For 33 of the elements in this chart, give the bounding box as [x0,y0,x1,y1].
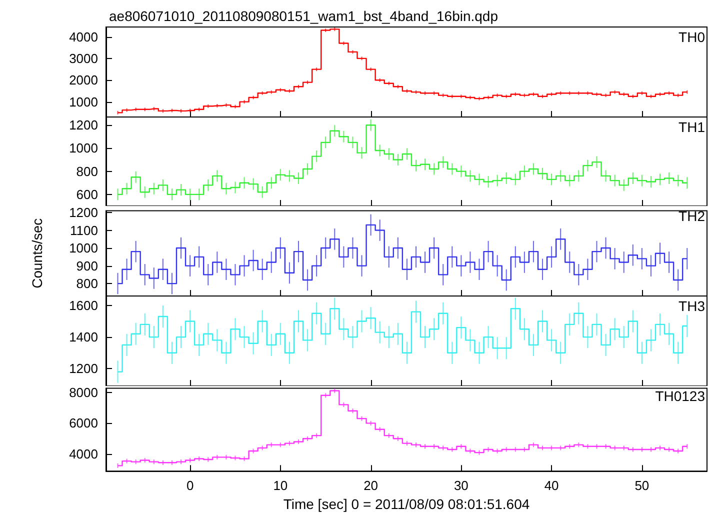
x-tick-label: 20 [364,478,378,494]
y-tick-label: 900 [76,258,98,274]
series-label: TH3 [678,298,706,314]
y-axis-title: Counts/sec [29,218,45,288]
y-tick-label: 1200 [69,361,98,376]
text: TH2 [678,208,706,224]
y-tick-label: 1100 [70,222,98,238]
y-tick-label: 1000 [69,140,98,156]
y-tick-label: 1200 [69,205,98,220]
y-tick-label: 800 [76,164,98,179]
chart-title: ae806071010_20110809080151_wam1_bst_4band_16bin.qdp [109,8,498,24]
text: TH0123 [655,388,706,404]
x-tick-label: 40 [544,478,559,494]
text: TH0 [678,29,706,45]
y-tick-label: 1000 [69,94,98,110]
text: TH1 [678,119,706,135]
x-tick-label: 10 [273,478,288,494]
y-tick-label: 600 [76,186,98,202]
y-tick-label: 3000 [69,50,98,66]
y-tick-label: 4000 [69,29,98,44]
y-tick-label: 6000 [69,416,98,431]
y-tick-label: 800 [76,276,98,292]
x-tick-label: 0 [186,478,194,494]
y-tick-label: 8000 [69,384,98,400]
y-tick-label: 4000 [69,446,98,462]
y-tick-label: 1200 [69,118,98,133]
x-axis-title: Time [sec] 0 = 2011/08/09 08:01:51.604 [283,496,530,512]
x-tick-label: 50 [634,478,650,494]
y-tick-label: 1400 [69,330,98,345]
x-tick-label: 30 [454,478,468,494]
y-tick-label: 2000 [69,72,98,88]
y-tick-label: 1600 [69,298,98,313]
y-tick-label: 1000 [69,240,98,256]
